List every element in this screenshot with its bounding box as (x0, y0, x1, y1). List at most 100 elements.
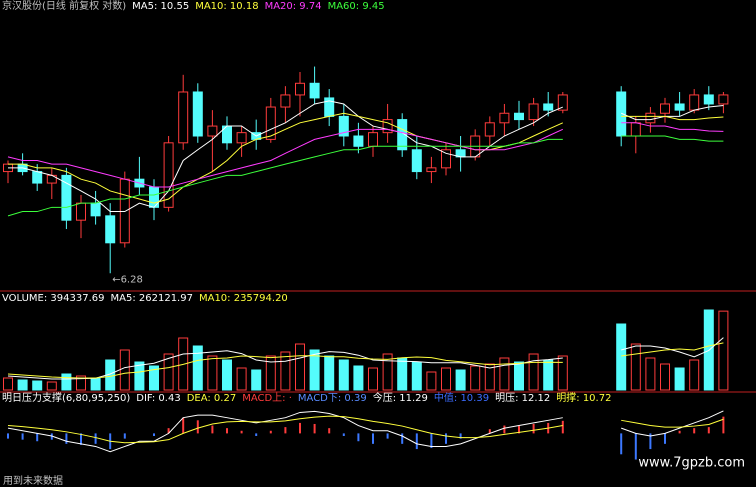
volume-bar (149, 365, 159, 391)
candle-body (397, 119, 408, 151)
candle-body (236, 132, 247, 144)
volume-bar (689, 359, 700, 391)
low-annotation: ←6.28 (112, 274, 143, 285)
candle-body (426, 167, 437, 173)
volume-bar (514, 361, 524, 391)
volume-bar (163, 353, 174, 391)
volume-bar (718, 310, 729, 391)
ma-line (7, 122, 724, 188)
candle-body (645, 112, 656, 124)
candle-body (674, 103, 685, 111)
candle-body (295, 82, 305, 96)
volume-bar (368, 367, 378, 391)
legend-text: VOLUME: 394337.69 (2, 293, 105, 304)
volume-bar (543, 359, 554, 391)
candle-body (32, 171, 43, 184)
legend-text: MA10: 235794.20 (199, 293, 288, 304)
volume-bar (236, 367, 247, 391)
legend-text: 中值: 10.39 (434, 391, 489, 404)
candle-body (76, 202, 86, 221)
volume-bar (76, 375, 86, 391)
legend-text: MA60: 9.45 (328, 1, 385, 12)
candle-body (309, 82, 320, 99)
volume-bar (251, 369, 262, 391)
candle-body (207, 125, 218, 137)
candle-body (528, 103, 539, 121)
volume-bar (207, 355, 218, 391)
candle-body (368, 132, 378, 147)
volume-bar (309, 349, 320, 391)
volume-bar (455, 369, 466, 391)
volume-bar (295, 343, 305, 391)
volume-bar (441, 367, 451, 391)
volume-bar (630, 343, 641, 391)
candle-body (718, 94, 729, 105)
legend-text: 明压: 12.12 (495, 392, 550, 404)
volume-bar (134, 361, 145, 391)
legend-text: MACD下: 0.39 (298, 393, 367, 404)
volume-bar (46, 381, 57, 391)
legend-text: DIF: 0.43 (136, 393, 180, 404)
volume-bar (353, 365, 364, 391)
candle-body (499, 112, 510, 124)
volume-bar (222, 359, 232, 391)
candle-body (61, 174, 72, 221)
legend-text: MA5: 262121.97 (111, 293, 193, 304)
watermark: www.7gpzb.com (638, 456, 745, 471)
legend-text: MACD上: · (242, 392, 292, 404)
candle-body (703, 94, 714, 105)
candle-body (543, 103, 554, 111)
legend-text: 京汉股份(日线 前复权 对数) (2, 0, 126, 12)
dif-line (7, 410, 724, 453)
volume-bar (660, 363, 670, 391)
candle-body (616, 91, 627, 137)
candle-body (689, 94, 700, 111)
candle-body (660, 103, 670, 114)
legend-text: 明撑: 10.72 (556, 391, 611, 404)
volume-bar (645, 357, 656, 391)
volume-bar (61, 373, 72, 391)
volume-bar (397, 357, 408, 391)
candle-body (105, 215, 116, 244)
candle-body (484, 122, 495, 137)
candle-body (630, 122, 641, 137)
volume-ma-line (7, 342, 724, 379)
volume-bar (265, 355, 276, 391)
ma-line (7, 135, 724, 217)
candle-body (90, 202, 101, 217)
volume-bar (411, 361, 422, 391)
volume-bar (32, 380, 43, 391)
volume-bar (3, 377, 13, 391)
volume-bar (17, 379, 28, 391)
dea-line (7, 415, 724, 444)
volume-bar (382, 353, 393, 391)
volume-bar (674, 367, 685, 391)
volume-bar (119, 349, 130, 391)
candle-body (265, 106, 276, 140)
candle-body (280, 94, 291, 108)
volume-bar (616, 323, 627, 391)
ma-line (8, 100, 724, 213)
volume-bar (484, 363, 495, 391)
volume-bar (192, 345, 203, 391)
candle-body (441, 149, 451, 169)
legend-text: MA20: 9.74 (265, 1, 322, 12)
legend-text: MA10: 10.18 (195, 1, 258, 12)
volume-bar (90, 377, 101, 391)
volume-bar (338, 359, 349, 391)
candle-body (192, 91, 203, 137)
candle-body (382, 119, 393, 134)
candle-body (178, 91, 189, 144)
legend-text: DEA: 0.27 (187, 393, 237, 404)
volume-bar (528, 353, 539, 391)
candle-body (353, 135, 364, 147)
volume-bar (557, 355, 568, 391)
volume-bar (499, 357, 510, 391)
legend-text: MA5: 10.55 (132, 1, 189, 12)
volume-bar (470, 365, 481, 391)
volume-bar (426, 371, 437, 391)
legend-text: 明日压力支撑(6,80,95,250) (2, 391, 130, 404)
volume-bar (324, 355, 335, 391)
candle-body (557, 94, 568, 111)
footer-note: 用到未来数据 (3, 474, 63, 487)
